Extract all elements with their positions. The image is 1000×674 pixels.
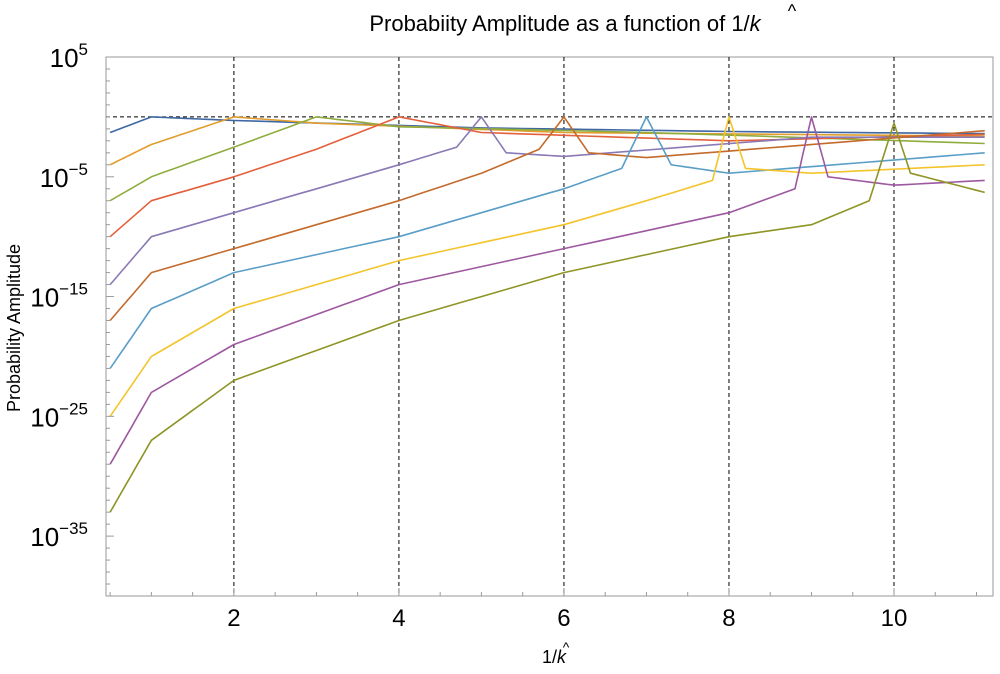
series-line-6 — [109, 116, 985, 322]
title-k-symbol: k — [750, 11, 762, 36]
chart-title: Probabiity Amplitude as a function of 1/… — [369, 11, 761, 36]
x-tick-label: 2 — [227, 605, 240, 632]
series-line-5 — [109, 116, 985, 286]
y-tick-label: 10−25 — [30, 399, 88, 432]
plot-frame — [105, 56, 994, 597]
x-label-k-hat: ^ — [563, 639, 570, 655]
y-tick-label: 10−15 — [30, 280, 88, 313]
x-tick-label: 10 — [881, 605, 908, 632]
x-tick-labels: 2 4 6 8 10 — [227, 605, 907, 632]
x-tick-label: 6 — [557, 605, 570, 632]
series-line-8 — [109, 116, 985, 417]
x-label-k-symbol: k — [557, 647, 567, 667]
series-group — [109, 116, 985, 513]
axis-ticks — [106, 56, 977, 597]
x-tick-label: 4 — [392, 605, 405, 632]
series-line-4 — [109, 116, 985, 238]
y-axis-label: Probability Amplitude — [4, 244, 24, 412]
y-tick-label: 105 — [50, 40, 88, 73]
x-label-text: 1/ — [542, 647, 557, 667]
y-tick-label: 10−35 — [30, 519, 88, 552]
title-k-hat: ^ — [788, 1, 797, 21]
x-tick-label: 8 — [722, 605, 735, 632]
series-line-2 — [109, 116, 985, 166]
reference-lines — [106, 57, 993, 596]
title-text: Probabiity Amplitude as a function of 1/ — [369, 11, 750, 36]
x-axis-label: 1/k — [542, 647, 567, 667]
y-tick-labels: 105 10−5 10−15 10−25 10−35 — [30, 40, 88, 552]
series-line-10 — [109, 122, 985, 513]
series-line-9 — [109, 116, 985, 465]
series-line-7 — [109, 116, 985, 369]
series-line-3 — [109, 116, 985, 202]
y-tick-label: 10−5 — [40, 160, 88, 193]
